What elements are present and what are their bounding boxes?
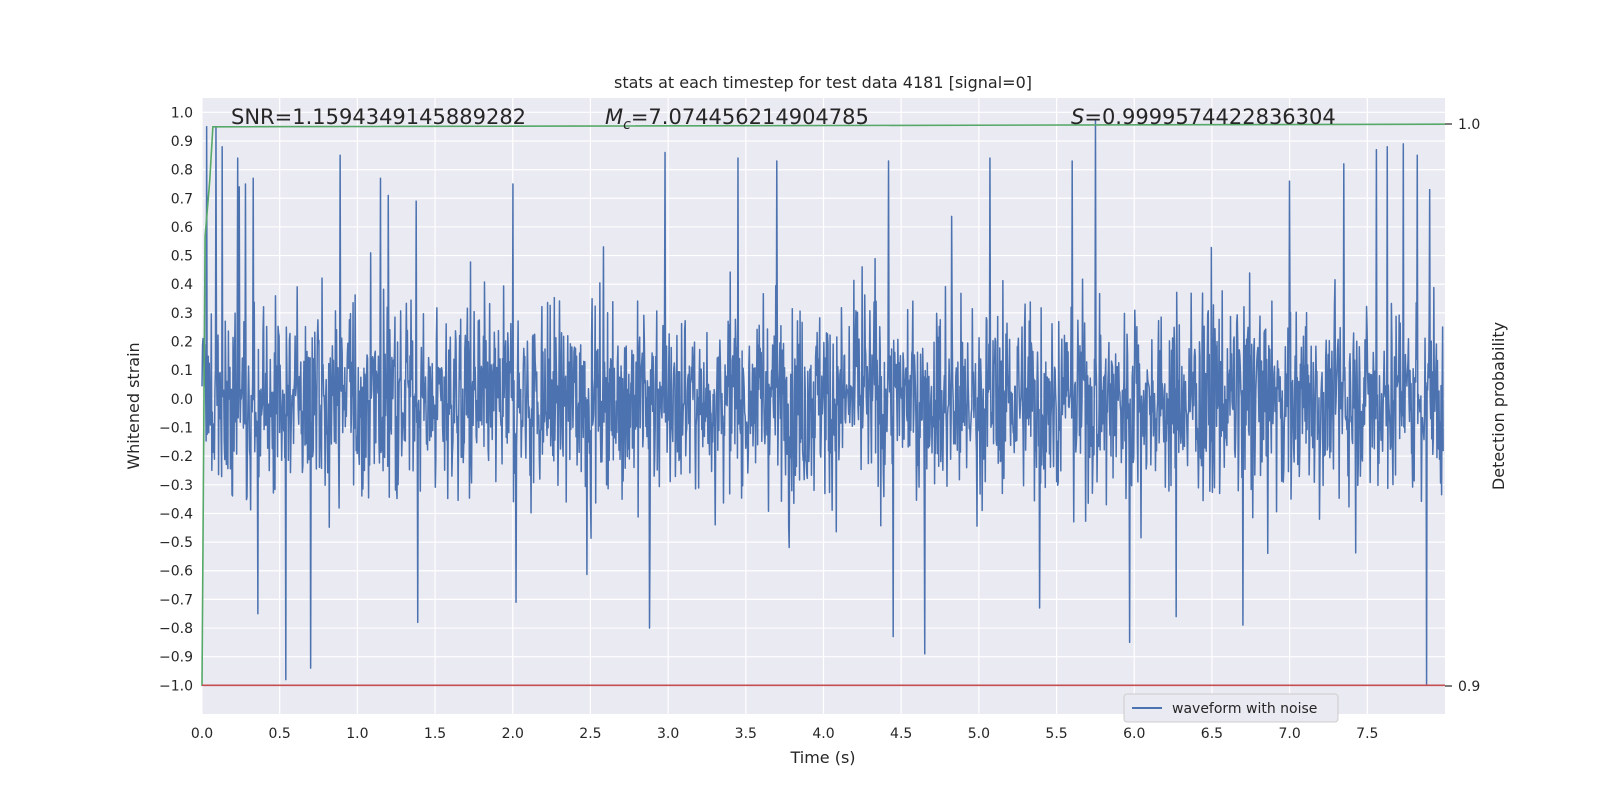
- x-axis-label: Time (s): [789, 748, 855, 767]
- y-tick-label: −0.8: [159, 621, 193, 637]
- legend: waveform with noise: [1124, 694, 1338, 722]
- y-tick-label: −0.1: [159, 420, 193, 436]
- annotation-s-symbol: S: [1071, 105, 1084, 129]
- y-tick-label: 0.6: [171, 220, 193, 236]
- y-tick-label: 1.0: [171, 105, 193, 121]
- x-tick-label: 6.0: [1123, 726, 1145, 742]
- x-tick-label: 3.5: [735, 726, 757, 742]
- legend-label-waveform: waveform with noise: [1172, 701, 1317, 717]
- x-tick-label: 6.5: [1201, 726, 1223, 742]
- y-tick-label: −0.3: [159, 478, 193, 494]
- y-tick-label: 0.3: [171, 306, 193, 322]
- y-tick-label: −0.6: [159, 564, 193, 580]
- y-tick-label: −0.5: [159, 535, 193, 551]
- y-tick-label: −0.7: [159, 592, 193, 608]
- x-tick-label: 2.0: [502, 726, 524, 742]
- y-axis-ticks: 1.0 0.9 0.8 0.7 0.6 0.5 0.4 0.3 0.2 0.1 0.0 −0.1 −0.…: [159, 105, 193, 694]
- x-tick-label: 4.0: [812, 726, 834, 742]
- x-tick-label: 3.0: [657, 726, 679, 742]
- x-tick-label: 4.5: [890, 726, 912, 742]
- y-tick-label: 0.0: [171, 392, 193, 408]
- y-tick-label: 0.2: [171, 335, 193, 351]
- y-tick-label: −0.9: [159, 650, 193, 666]
- y-tick-label: 0.8: [171, 163, 193, 179]
- y-tick-label: 0.1: [171, 363, 193, 379]
- y-tick-label: 0.7: [171, 191, 193, 207]
- y-tick-label: −0.2: [159, 449, 193, 465]
- annotation-s-value: =0.9999574422836304: [1084, 105, 1335, 129]
- annotation-snr: SNR=1.1594349145889282: [231, 105, 526, 129]
- x-tick-label: 1.0: [346, 726, 368, 742]
- y-tick-label: −0.4: [159, 506, 193, 522]
- y2-axis-ticks: 1.0 0.9: [1445, 117, 1480, 695]
- y2-tick-label: 0.9: [1458, 679, 1480, 695]
- y-tick-label: −1.0: [159, 678, 193, 694]
- x-axis-ticks: 0.0 0.5 1.0 1.5 2.0 2.5 3.0 3.5 4.0 4.5 5.0 5.5 6.0 6…: [191, 726, 1379, 742]
- x-tick-label: 7.0: [1278, 726, 1300, 742]
- y2-tick-label: 1.0: [1458, 117, 1480, 133]
- x-tick-label: 7.5: [1356, 726, 1378, 742]
- y-tick-label: 0.5: [171, 249, 193, 265]
- annotation-chirp-mass: Mc=7.074456214904785: [605, 105, 869, 133]
- x-tick-label: 5.5: [1045, 726, 1067, 742]
- y2-axis-label: Detection probability: [1489, 322, 1508, 490]
- annotation-s-statistic: S=0.9999574422836304: [1071, 105, 1336, 129]
- x-tick-label: 2.5: [579, 726, 601, 742]
- annotation-mc-symbol: M: [605, 105, 623, 129]
- x-tick-label: 5.0: [968, 726, 990, 742]
- y-tick-label: 0.9: [171, 134, 193, 150]
- x-tick-label: 1.5: [424, 726, 446, 742]
- annotation-mc-value: =7.074456214904785: [631, 105, 869, 129]
- chart-title: stats at each timestep for test data 418…: [614, 73, 1032, 92]
- y-axis-label: Whitened strain: [124, 342, 143, 469]
- x-tick-label: 0.0: [191, 726, 213, 742]
- y-tick-label: 0.4: [171, 277, 193, 293]
- x-tick-label: 0.5: [269, 726, 291, 742]
